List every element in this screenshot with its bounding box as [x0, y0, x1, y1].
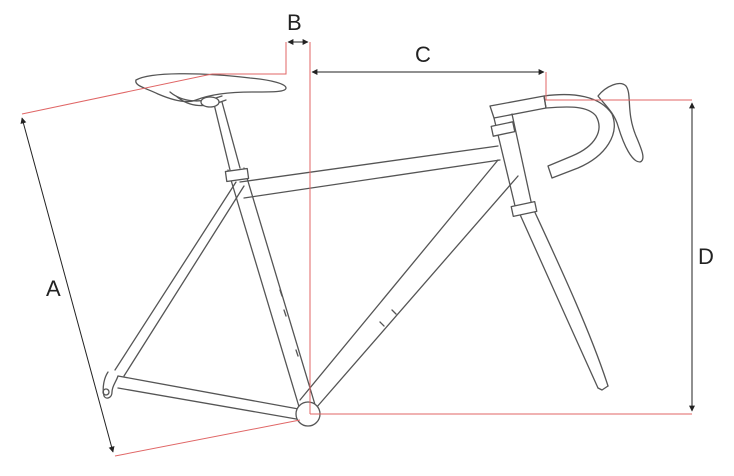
label-c: C: [415, 42, 431, 67]
handlebar: [543, 93, 615, 179]
brake-lever: [597, 82, 644, 163]
bicycle-frame: [102, 73, 644, 427]
seat-collar: [224, 167, 250, 183]
measure-c-reference: [545, 72, 692, 101]
saddle-rail: [169, 91, 227, 107]
cable-guides: [279, 289, 397, 357]
label-b: B: [287, 10, 302, 35]
seatstay: [114, 181, 245, 377]
measurement-lines: [21, 42, 692, 457]
measure-a-bottom-line: [114, 419, 301, 457]
stem: [489, 95, 547, 119]
fork-dropout: [597, 385, 609, 391]
label-d: D: [698, 244, 714, 269]
top-tube: [239, 145, 501, 199]
down-tube: [299, 159, 519, 409]
saddle-clamp: [200, 96, 220, 108]
headset-lower: [510, 200, 538, 218]
dimension-a-arrow: [20, 117, 115, 453]
dimension-arrows: [20, 39, 695, 453]
fork: [517, 205, 609, 389]
label-a: A: [46, 276, 61, 301]
headset-upper: [490, 121, 516, 137]
seatpost: [213, 101, 241, 171]
seat-tube: [227, 167, 317, 411]
measure-b-reference: [212, 42, 287, 75]
chainstay: [117, 375, 305, 421]
measure-a-top-line: [21, 73, 213, 115]
rear-dropout: [102, 371, 119, 399]
